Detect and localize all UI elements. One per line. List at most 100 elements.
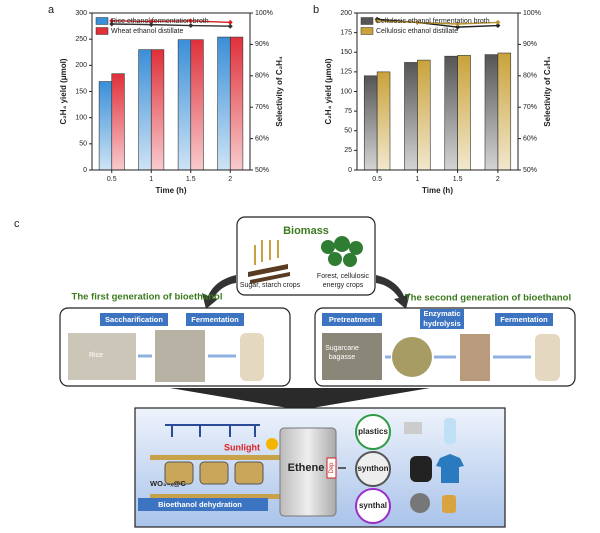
marker [374, 18, 380, 24]
generation-title: The second generation of bioethanol [405, 293, 571, 304]
marker [188, 23, 194, 29]
y-tick-label: 25 [344, 147, 352, 154]
bar [484, 54, 499, 171]
marker [148, 22, 154, 28]
y2-tick-label: 100% [255, 10, 273, 17]
forest-icon [321, 236, 363, 267]
y2-tick-label: 70% [255, 104, 269, 111]
bar [111, 73, 125, 171]
step-box [186, 313, 244, 326]
marker [109, 21, 115, 27]
step-label: Pretreatment [329, 315, 376, 324]
y2-tick-label: 100% [523, 10, 541, 17]
step-label: Fermentation [500, 315, 548, 324]
y-tick-label: 75 [344, 108, 352, 115]
marker [414, 19, 420, 25]
use-circle [355, 488, 391, 524]
legend-label: Cellulosic ethanol distillate [376, 28, 458, 35]
product-icons [404, 418, 464, 513]
tag-label: Dep [329, 462, 335, 474]
arrow [202, 275, 236, 309]
step-label: Fermentation [191, 315, 239, 324]
plot-frame [356, 12, 519, 171]
selectivity-line [377, 20, 498, 25]
y-tick-label: 100 [75, 115, 87, 122]
step-box [100, 313, 168, 326]
legend-swatch [95, 27, 109, 35]
step-box [495, 313, 553, 326]
x-tick-label: 1 [415, 176, 419, 183]
x-tick-label: 1.5 [453, 176, 463, 183]
x-tick-label: 0.5 [372, 176, 382, 183]
x-tick-label: 1.5 [186, 176, 196, 183]
step-box [322, 313, 382, 326]
catalyst-label: WO₃₋ₓ@C [150, 479, 186, 488]
legend-label: Wheat ethanol distillate [111, 28, 183, 35]
y-tick-label: 50 [344, 128, 352, 135]
panel-label: c [14, 218, 20, 230]
crops-label: Sugar, starch crops [240, 282, 301, 289]
marker [455, 24, 461, 30]
plot-frame [91, 12, 251, 171]
flask-photo [460, 334, 490, 381]
y-tick-label: 150 [340, 49, 352, 56]
rice-photo [68, 333, 136, 380]
bar [457, 55, 471, 171]
use-label: plastics [358, 427, 388, 436]
forest-label: energy crops [323, 282, 364, 289]
y-tick-label: 300 [75, 10, 87, 17]
crops-icon [248, 240, 290, 284]
x-axis-label: Time (h) [422, 186, 453, 195]
y-axis-label: C₂H₄ yield (μmol) [324, 58, 333, 124]
sunlight-label: Sunlight [224, 442, 260, 452]
y-tick-label: 100 [340, 88, 352, 95]
y-axis-label: C₂H₄ yield (μmol) [59, 58, 68, 124]
step-label: Enzymatic [423, 309, 460, 318]
y2-tick-label: 90% [255, 41, 269, 48]
down-arrow [170, 388, 430, 410]
y-tick-label: 200 [75, 62, 87, 69]
bar [417, 59, 431, 171]
selectivity-line [377, 18, 498, 28]
x-axis-label: Time (h) [156, 186, 187, 195]
y-tick-label: 0 [83, 167, 87, 174]
bar [444, 55, 458, 171]
y-tick-label: 125 [340, 69, 352, 76]
y-tick-label: 200 [340, 10, 352, 17]
step-label: hydrolysis [423, 319, 461, 328]
marker [495, 23, 501, 29]
x-tick-label: 2 [496, 176, 500, 183]
use-label: synthal [359, 501, 387, 510]
x-tick-label: 1 [149, 176, 153, 183]
y-tick-label: 150 [75, 88, 87, 95]
step-label: Bioethanol dehydration [158, 500, 242, 509]
selectivity-line [111, 23, 231, 27]
legend-swatch [360, 17, 374, 25]
marker [188, 18, 194, 24]
y2-tick-label: 90% [523, 41, 537, 48]
generation-title: The first generation of bioethanol [72, 292, 223, 303]
bar [229, 36, 244, 171]
bar [150, 49, 165, 171]
legend-label: Rice ethanol fermentation broth [111, 18, 209, 25]
marker [227, 23, 233, 29]
bar [404, 62, 418, 171]
x-tick-label: 0.5 [107, 176, 117, 183]
y2-tick-label: 60% [255, 135, 269, 142]
bar [190, 39, 204, 171]
forest-label: Forest, cellulosic [317, 273, 370, 280]
bar [363, 75, 378, 171]
marker [109, 18, 115, 24]
x-tick-label: 2 [228, 176, 232, 183]
pretreated-photo [392, 337, 432, 377]
use-circle [355, 414, 391, 450]
bar [177, 39, 192, 171]
bar [376, 71, 391, 171]
feed-label: Sugarcane [325, 345, 359, 352]
beaker-photo [155, 330, 205, 382]
y2-axis-label: Selectivity of C₂H₄ [543, 56, 552, 127]
marker [148, 18, 154, 24]
biomass-title: Biomass [283, 225, 329, 237]
selectivity-line [111, 20, 231, 24]
y2-tick-label: 80% [523, 73, 537, 80]
